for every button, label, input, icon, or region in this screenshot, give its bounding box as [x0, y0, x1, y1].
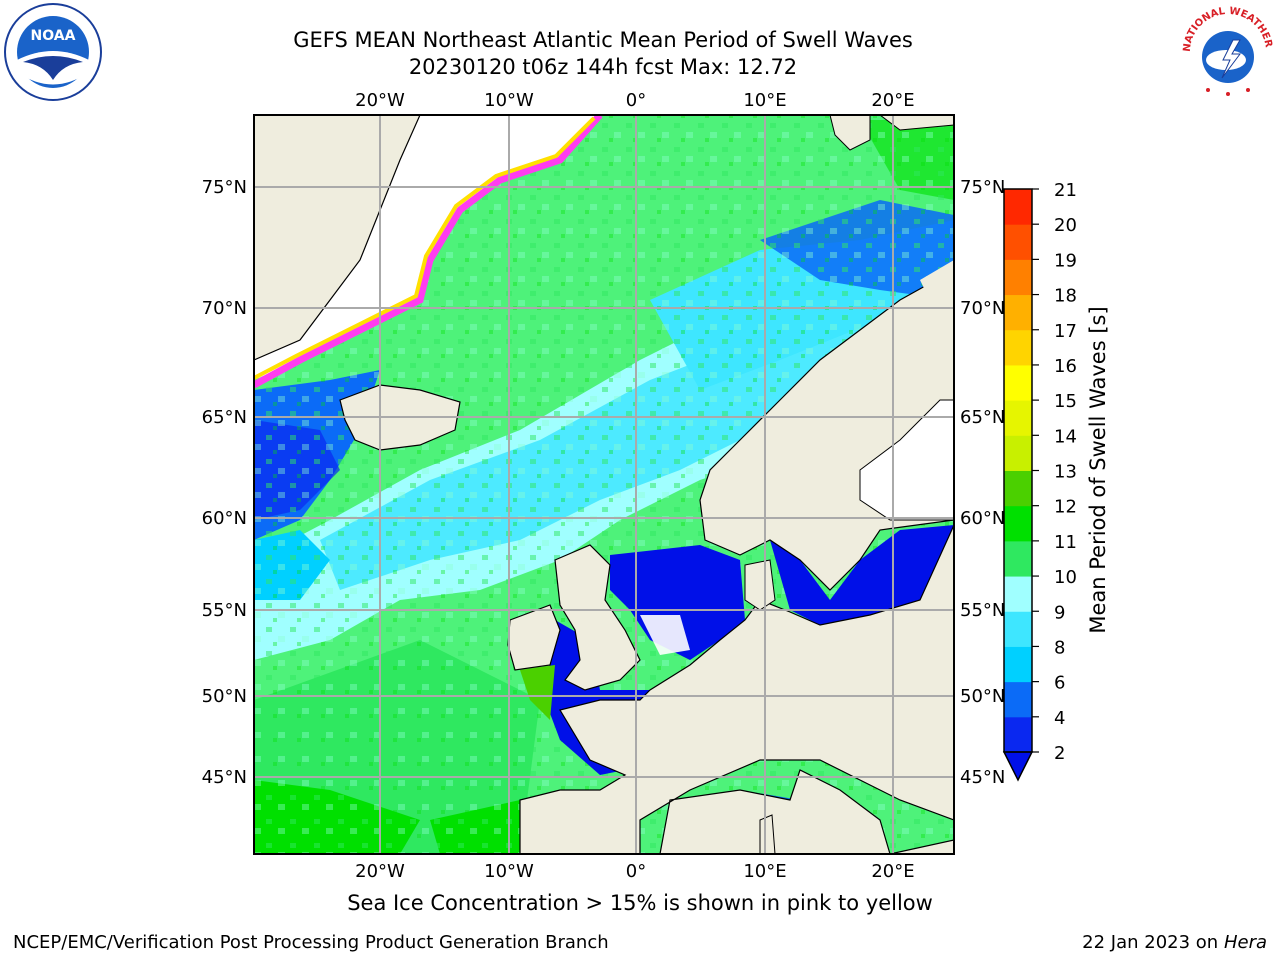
lat-label-left: 45°N: [202, 767, 247, 788]
lat-label-right: 60°N: [960, 508, 1005, 529]
lon-label-top: 20°W: [355, 90, 405, 111]
lon-label-bottom: 0°: [626, 861, 646, 882]
colorbar-segment: [1004, 611, 1032, 647]
chart-subtitle: 20230120 t06z 144h fcst Max: 12.72: [408, 55, 798, 79]
colorbar-segment: [1004, 224, 1032, 260]
colorbar-tick-label: 8: [1054, 637, 1065, 658]
colorbar-segment: [1004, 329, 1032, 366]
colorbar-segment: [1004, 540, 1032, 577]
colorbar-segment: [1004, 576, 1032, 612]
lon-label-top: 0°: [626, 90, 646, 111]
colorbar-tick-label: 9: [1054, 602, 1065, 623]
colorbar-tick-label: 19: [1054, 250, 1077, 271]
nws-logo: NATIONAL WEATHER SERVICE: [1178, 2, 1276, 100]
colorbar-title: Mean Period of Swell Waves [s]: [1086, 306, 1110, 634]
lat-label-right: 55°N: [960, 600, 1005, 621]
colorbar-tick-label: 16: [1054, 356, 1077, 377]
footer-date: 22 Jan 2023 on Hera: [1082, 932, 1267, 953]
colorbar-tick-label: 15: [1054, 391, 1077, 412]
sea-ice-caption: Sea Ice Concentration > 15% is shown in …: [347, 891, 933, 915]
lat-label-right: 50°N: [960, 686, 1005, 707]
footer-credit: NCEP/EMC/Verification Post Processing Pr…: [13, 932, 609, 953]
colorbar-tick-label: 21: [1054, 180, 1077, 201]
lat-label-left: 65°N: [202, 407, 247, 428]
svg-text:NOAA: NOAA: [31, 28, 76, 44]
lat-label-right: 45°N: [960, 767, 1005, 788]
lat-label-right: 70°N: [960, 298, 1005, 319]
lat-label-left: 70°N: [202, 298, 247, 319]
map-frame: [253, 114, 955, 855]
lat-label-left: 75°N: [202, 177, 247, 198]
colorbar-segment: [1004, 189, 1032, 225]
lon-label-bottom: 10°W: [484, 861, 534, 882]
colorbar-segment: [1004, 294, 1032, 331]
colorbar-tick-label: 20: [1054, 215, 1077, 236]
lat-label-left: 50°N: [202, 686, 247, 707]
colorbar-tick-label: 14: [1054, 426, 1077, 447]
colorbar-segment: [1004, 400, 1032, 436]
colorbar-segment: [1004, 435, 1032, 471]
colorbar-extend-arrow: [1002, 751, 1034, 782]
colorbar-tick-label: 4: [1054, 708, 1065, 729]
colorbar-segment: [1004, 505, 1032, 542]
colorbar-tick-label: 18: [1054, 286, 1077, 307]
colorbar-tick-label: 6: [1054, 673, 1065, 694]
colorbar-tick-label: 2: [1054, 743, 1065, 764]
lon-label-top: 20°E: [871, 90, 914, 111]
colorbar-tick-label: 11: [1054, 532, 1077, 553]
lat-label-left: 60°N: [202, 508, 247, 529]
noaa-logo: NOAA: [4, 3, 102, 101]
colorbar-tick-label: 13: [1054, 462, 1077, 483]
footer-host: Hera: [1223, 932, 1267, 953]
lon-label-bottom: 20°E: [871, 861, 914, 882]
lon-label-bottom: 10°E: [743, 861, 786, 882]
colorbar-segment: [1004, 646, 1032, 683]
lat-label-right: 75°N: [960, 177, 1005, 198]
colorbar: 2 4 6 8 9 10 11 12 13 14 15 16 17 18 19 20 21: [1002, 180, 1077, 782]
colorbar-segment: [1004, 259, 1032, 296]
colorbar-tick-label: 10: [1054, 567, 1077, 588]
lon-label-top: 10°W: [484, 90, 534, 111]
colorbar-tick-label: 17: [1054, 321, 1077, 342]
colorbar-segment: [1004, 364, 1032, 401]
graticule: [254, 115, 954, 854]
lon-label-top: 10°E: [743, 90, 786, 111]
footer-date-text: 22 Jan 2023 on: [1082, 932, 1219, 953]
colorbar-segment: [1004, 681, 1032, 718]
colorbar-tick-label: 12: [1054, 497, 1077, 518]
map-field: [254, 115, 954, 854]
lat-label-left: 55°N: [202, 600, 247, 621]
chart-title: GEFS MEAN Northeast Atlantic Mean Period…: [293, 28, 913, 52]
lat-label-right: 65°N: [960, 407, 1005, 428]
colorbar-segment: [1004, 716, 1032, 753]
colorbar-segment: [1004, 470, 1032, 507]
lon-label-bottom: 20°W: [355, 861, 405, 882]
